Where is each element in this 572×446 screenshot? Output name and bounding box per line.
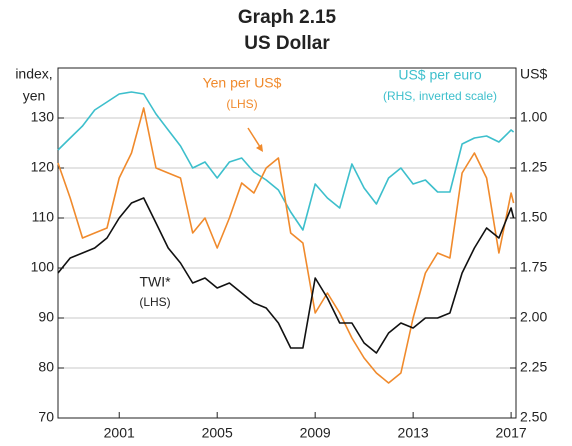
x-tick-label: 2005 <box>202 425 233 441</box>
legend-note: (RHS, inverted scale) <box>383 89 497 103</box>
chart-subtitle: US Dollar <box>244 33 330 54</box>
legend-label: TWI* <box>139 274 171 290</box>
series-line <box>57 197 515 354</box>
legend-label: Yen per US$ <box>203 75 282 91</box>
y-axis-label: yen <box>23 88 46 104</box>
x-tick-label: 2013 <box>398 425 429 441</box>
y-tick-label: 120 <box>31 159 55 175</box>
legend-note: (LHS) <box>226 97 257 111</box>
series-line <box>57 107 515 384</box>
y-tick-label: 100 <box>31 259 55 275</box>
x-tick-label: 2017 <box>496 425 527 441</box>
y2-tick-label: 1.00 <box>520 109 547 125</box>
legend-label: US$ per euro <box>398 67 481 83</box>
y-tick-label: 110 <box>32 209 55 225</box>
annotation-arrowhead <box>256 144 263 152</box>
legend-note: (LHS) <box>139 295 170 309</box>
y2-tick-label: 2.25 <box>520 359 547 375</box>
y2-tick-label: 1.25 <box>520 159 547 175</box>
x-tick-label: 2001 <box>104 425 135 441</box>
y2-tick-label: 1.50 <box>520 209 547 225</box>
plot-frame <box>57 67 517 419</box>
y2-tick-label: 2.00 <box>520 309 547 325</box>
y-tick-label: 80 <box>38 359 54 375</box>
y2-axis-label: US$ <box>520 66 547 82</box>
y-axis-label: index, <box>15 66 52 82</box>
y2-tick-label: 2.50 <box>520 409 547 425</box>
y-tick-label: 70 <box>38 409 54 425</box>
y-tick-label: 90 <box>38 309 54 325</box>
y-tick-label: 130 <box>31 109 55 125</box>
chart-title: Graph 2.15 <box>238 7 337 28</box>
y2-tick-label: 1.75 <box>520 259 547 275</box>
x-tick-label: 2009 <box>300 425 331 441</box>
series-line <box>57 91 515 231</box>
